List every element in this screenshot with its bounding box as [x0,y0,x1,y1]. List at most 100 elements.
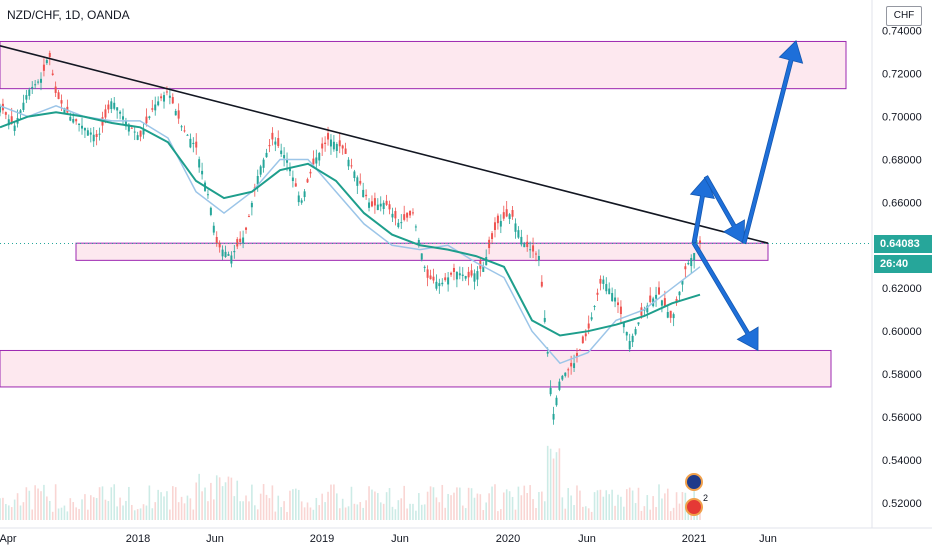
candle-body [388,204,391,210]
volume-bar [576,485,578,520]
volume-bar [192,509,195,520]
time-tick-label: Apr [0,533,17,545]
candle-body [517,230,520,238]
candle-body [614,297,617,302]
candle-body [499,220,502,227]
candle-body [532,245,535,252]
candle-body [174,110,177,116]
volume-bar [95,498,98,520]
volume-bar [444,507,446,520]
candle-body [177,110,180,119]
price-tick-label: 0.66000 [882,197,922,209]
volume-bar [37,488,39,520]
volume-bar [7,505,10,520]
candle-body [619,306,622,315]
price-tick-label: 0.62000 [882,283,922,295]
candle-body [268,145,271,147]
candle-body [669,310,672,318]
volume-bar [590,511,593,520]
candle-body [411,212,414,214]
candle-body [271,132,274,140]
price-tick-label: 0.74000 [882,26,922,38]
candle-body [165,91,168,93]
candle-body [573,363,576,368]
candle-body [48,52,51,58]
volume-bar [611,489,613,520]
volume-bar [558,448,561,520]
candle-body [262,159,265,168]
volume-bar [614,505,616,520]
candle-body [139,130,142,137]
currency-button[interactable]: CHF [886,6,922,26]
candle-body [338,140,341,147]
volume-bar [295,488,297,520]
volume-bar [400,498,403,520]
volume-bar [154,502,157,520]
volume-bar [637,487,640,520]
volume-bar [464,508,467,520]
volume-bar [16,493,19,520]
time-tick-label: Jun [206,533,224,545]
volume-bar [239,501,241,520]
candle-body [655,294,658,299]
candle-body [678,291,681,296]
ch-flag-event-icon[interactable] [685,498,703,516]
volume-bar [453,492,455,520]
volume-bar [529,485,531,520]
candle-body [684,266,687,270]
symbol-title[interactable]: NZD/CHF, 1D, OANDA [7,8,130,22]
volume-bar [336,493,338,520]
volume-bar [254,505,256,520]
candle-body [584,333,587,337]
volume-bar [213,499,215,520]
candle-body [51,73,54,75]
candle-body [611,293,614,302]
time-tick-label: Jun [759,533,777,545]
candle-body [376,204,379,211]
candle-body [543,317,546,322]
volume-bar [438,502,441,520]
volume-bar [517,486,520,520]
candle-body [417,239,420,245]
candle-body [561,375,564,380]
moving-average-slow [0,111,701,337]
volume-bar [338,508,341,520]
candle-body [45,60,48,64]
time-tick-label: 2020 [496,533,520,545]
volume-bar [283,501,285,520]
candle-body [168,95,171,98]
price-tick-label: 0.56000 [882,412,922,424]
volume-bar [230,477,233,520]
volume-bar [582,506,584,520]
volume-bar [608,494,611,520]
volume-bar [183,503,186,520]
volume-bar [494,484,496,520]
volume-bar [646,495,649,520]
volume-bar [555,452,558,520]
candle-body [34,84,37,86]
candle-body [681,280,684,285]
candle-body [277,138,280,147]
volume-bar [221,486,224,520]
volume-bar [201,491,203,520]
candle-body [286,159,289,163]
drawings-layer [0,40,872,352]
candle-body [81,125,84,129]
volume-bar [620,496,622,520]
candle-body [130,127,133,129]
candle-body [4,112,7,115]
volume-bar [136,509,139,520]
nz-flag-event-icon[interactable] [685,473,703,491]
candle-body [596,292,599,295]
candle-body [10,116,13,124]
volume-bar [508,491,511,520]
volume-bar [388,488,391,520]
volume-bar [69,498,72,520]
time-tick-label: Jun [578,533,596,545]
volume-bar [605,490,608,520]
candle-body [63,108,66,114]
candle-body [242,237,245,244]
volume-bar [180,496,183,520]
candle-body [687,262,690,265]
